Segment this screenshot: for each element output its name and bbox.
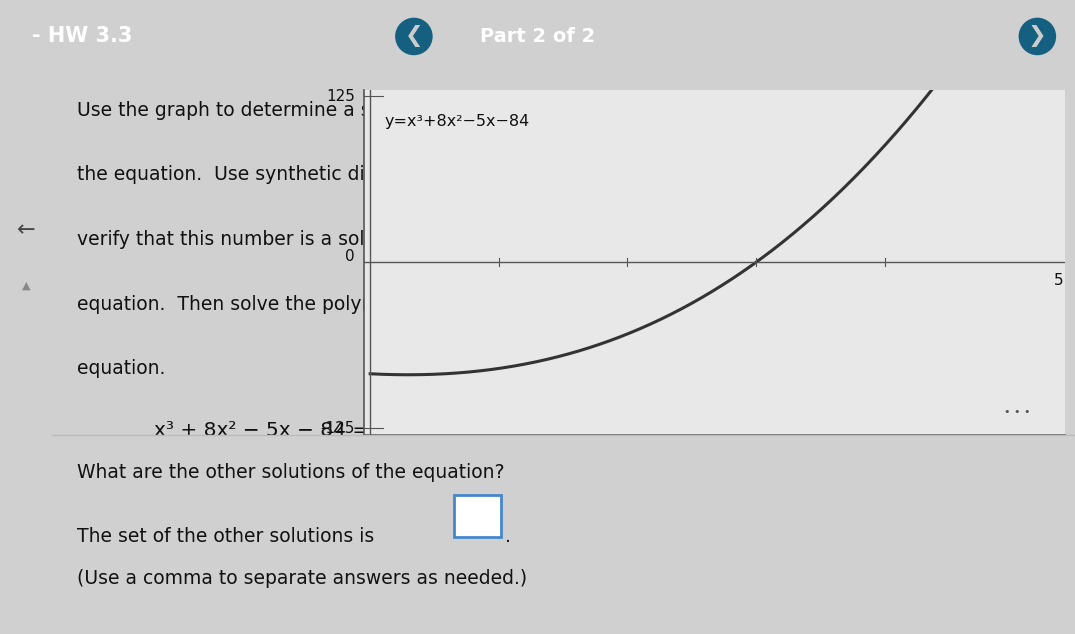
Text: 125: 125 <box>326 89 355 104</box>
Text: Part 2 of 2: Part 2 of 2 <box>479 27 596 46</box>
Text: The set of the other solutions is: The set of the other solutions is <box>77 527 374 547</box>
Text: What are the other solutions of the equation?: What are the other solutions of the equa… <box>77 463 504 482</box>
Text: verify that this number is a solution of the: verify that this number is a solution of… <box>77 230 473 249</box>
Text: equation.  Then solve the polynomial: equation. Then solve the polynomial <box>77 295 425 314</box>
Text: ❮: ❮ <box>404 25 424 48</box>
Text: Use the graph to determine a solution of: Use the graph to determine a solution of <box>77 101 459 120</box>
Text: -125: -125 <box>320 421 355 436</box>
Text: y=x³+8x²−5x−84: y=x³+8x²−5x−84 <box>385 114 530 129</box>
Text: - HW 3.3: - HW 3.3 <box>32 27 132 46</box>
Text: the equation.  Use synthetic division to: the equation. Use synthetic division to <box>77 165 444 184</box>
Text: .: . <box>505 527 511 547</box>
Text: 5: 5 <box>1054 273 1063 288</box>
Text: equation.: equation. <box>77 359 166 378</box>
Text: ←: ← <box>16 220 35 240</box>
Text: ❯: ❯ <box>1028 25 1047 48</box>
Text: (Use a comma to separate answers as needed.): (Use a comma to separate answers as need… <box>77 569 528 588</box>
Text: 0: 0 <box>345 249 355 264</box>
Text: • • •: • • • <box>1004 407 1030 417</box>
Text: ▲: ▲ <box>22 281 30 291</box>
Text: x³ + 8x² − 5x − 84 = 0: x³ + 8x² − 5x − 84 = 0 <box>154 421 388 440</box>
